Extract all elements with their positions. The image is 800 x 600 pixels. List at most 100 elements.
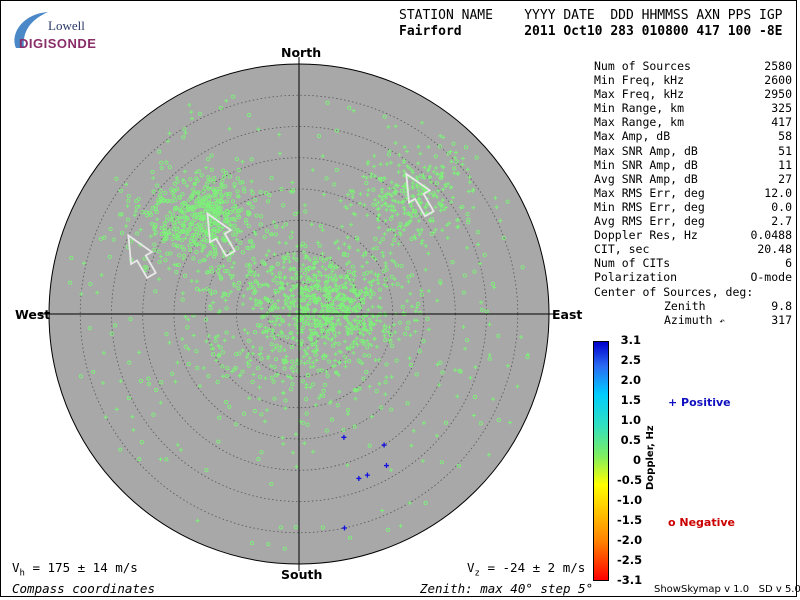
source-point-plus	[393, 199, 398, 204]
source-point-plus	[271, 220, 276, 225]
source-point-plus	[274, 318, 279, 323]
source-point-plus	[418, 151, 423, 156]
source-point-circle	[172, 223, 177, 228]
source-point-plus	[307, 275, 312, 280]
source-point-circle	[180, 245, 185, 250]
source-point-circle	[357, 386, 362, 391]
logo-swoosh-icon	[14, 12, 48, 48]
source-point-plus	[391, 186, 396, 191]
source-point-circle	[119, 231, 125, 236]
source-point-plus	[283, 294, 288, 299]
source-point-circle	[194, 250, 199, 255]
source-point-plus	[390, 258, 395, 263]
source-point-plus	[377, 212, 382, 217]
source-point-circle	[350, 264, 355, 269]
source-point-plus	[515, 384, 520, 389]
source-point-plus	[288, 287, 293, 292]
stat-row: Polarization O-mode	[594, 270, 792, 284]
source-point-plus	[460, 156, 465, 161]
source-point-plus	[124, 224, 129, 229]
source-point-plus	[322, 303, 327, 308]
source-point-plus	[264, 253, 269, 258]
stat-label: Min Range, km	[594, 101, 685, 116]
stat-row: Num of Sources 2580	[594, 59, 792, 73]
source-point-plus	[303, 266, 308, 271]
source-point-plus	[291, 335, 296, 340]
source-point-circle	[383, 277, 388, 282]
source-point-plus	[370, 312, 375, 317]
source-point-plus	[390, 198, 395, 203]
source-point-circle	[399, 263, 404, 268]
source-point-circle	[302, 270, 308, 276]
source-point-circle	[321, 393, 326, 398]
source-point-plus	[396, 170, 401, 175]
source-point-plus	[438, 281, 443, 286]
source-point-circle	[199, 204, 204, 209]
source-point-circle	[360, 319, 366, 324]
source-point-plus	[456, 218, 461, 223]
source-point-plus	[323, 318, 328, 323]
source-point-plus	[405, 299, 410, 304]
source-point-circle	[159, 160, 164, 165]
source-point-plus	[277, 322, 282, 327]
source-point-plus	[397, 163, 402, 168]
source-point-plus	[247, 262, 252, 267]
source-point-plus	[420, 186, 425, 191]
source-point-plus	[189, 279, 194, 284]
source-point-plus	[209, 291, 214, 296]
source-point-circle	[194, 199, 199, 204]
source-point-plus	[240, 159, 245, 164]
source-point-plus	[377, 176, 382, 181]
colorbar-tick: -1.0	[617, 493, 643, 507]
source-point-plus	[387, 325, 392, 330]
source-point-circle	[281, 255, 286, 260]
source-point-circle	[137, 457, 142, 462]
source-point-plus	[333, 340, 338, 345]
source-point-circle	[225, 373, 230, 378]
source-point-plus	[210, 346, 215, 351]
source-point-circle	[520, 265, 525, 270]
source-point-plus	[252, 260, 257, 265]
source-point-plus	[367, 322, 372, 327]
source-point-circle	[192, 214, 197, 219]
source-point-circle	[247, 246, 252, 251]
source-point-plus	[277, 132, 282, 137]
source-point-plus	[183, 236, 188, 241]
source-point-circle	[235, 176, 240, 181]
source-point-circle	[215, 268, 220, 273]
source-point-circle	[525, 355, 530, 360]
source-point-circle	[460, 204, 465, 209]
source-point-plus	[361, 296, 366, 301]
source-point-plus	[245, 360, 250, 365]
source-point-circle	[176, 236, 181, 241]
source-point-plus	[367, 331, 372, 336]
source-point-plus	[155, 217, 160, 222]
source-point-plus	[420, 458, 425, 463]
source-point-plus	[352, 273, 357, 278]
source-point-circle	[164, 218, 169, 223]
source-point-plus	[385, 228, 390, 233]
source-point-circle	[218, 105, 223, 110]
source-point-plus	[138, 227, 143, 232]
source-point-circle	[191, 233, 196, 238]
center-of-sources-title: Center of Sources, deg:	[594, 284, 754, 299]
source-point-plus	[333, 352, 338, 357]
source-point-circle	[227, 174, 233, 179]
source-point-plus	[219, 181, 224, 186]
source-point-plus	[95, 290, 100, 295]
source-point-plus	[423, 267, 428, 272]
source-point-plus	[353, 396, 358, 401]
source-point-plus	[422, 187, 427, 192]
source-point-plus	[341, 286, 346, 291]
source-point-circle	[330, 302, 335, 307]
stat-row: Min SNR Amp, dB 11	[594, 158, 792, 172]
source-point-circle	[143, 265, 148, 270]
source-point-circle	[200, 228, 205, 233]
source-point-plus	[224, 98, 229, 103]
source-point-plus	[393, 208, 398, 213]
source-point-plus	[317, 396, 321, 401]
source-point-plus	[299, 343, 304, 348]
source-point-circle	[187, 243, 192, 248]
source-point-plus	[336, 372, 341, 377]
source-point-circle	[209, 206, 215, 211]
